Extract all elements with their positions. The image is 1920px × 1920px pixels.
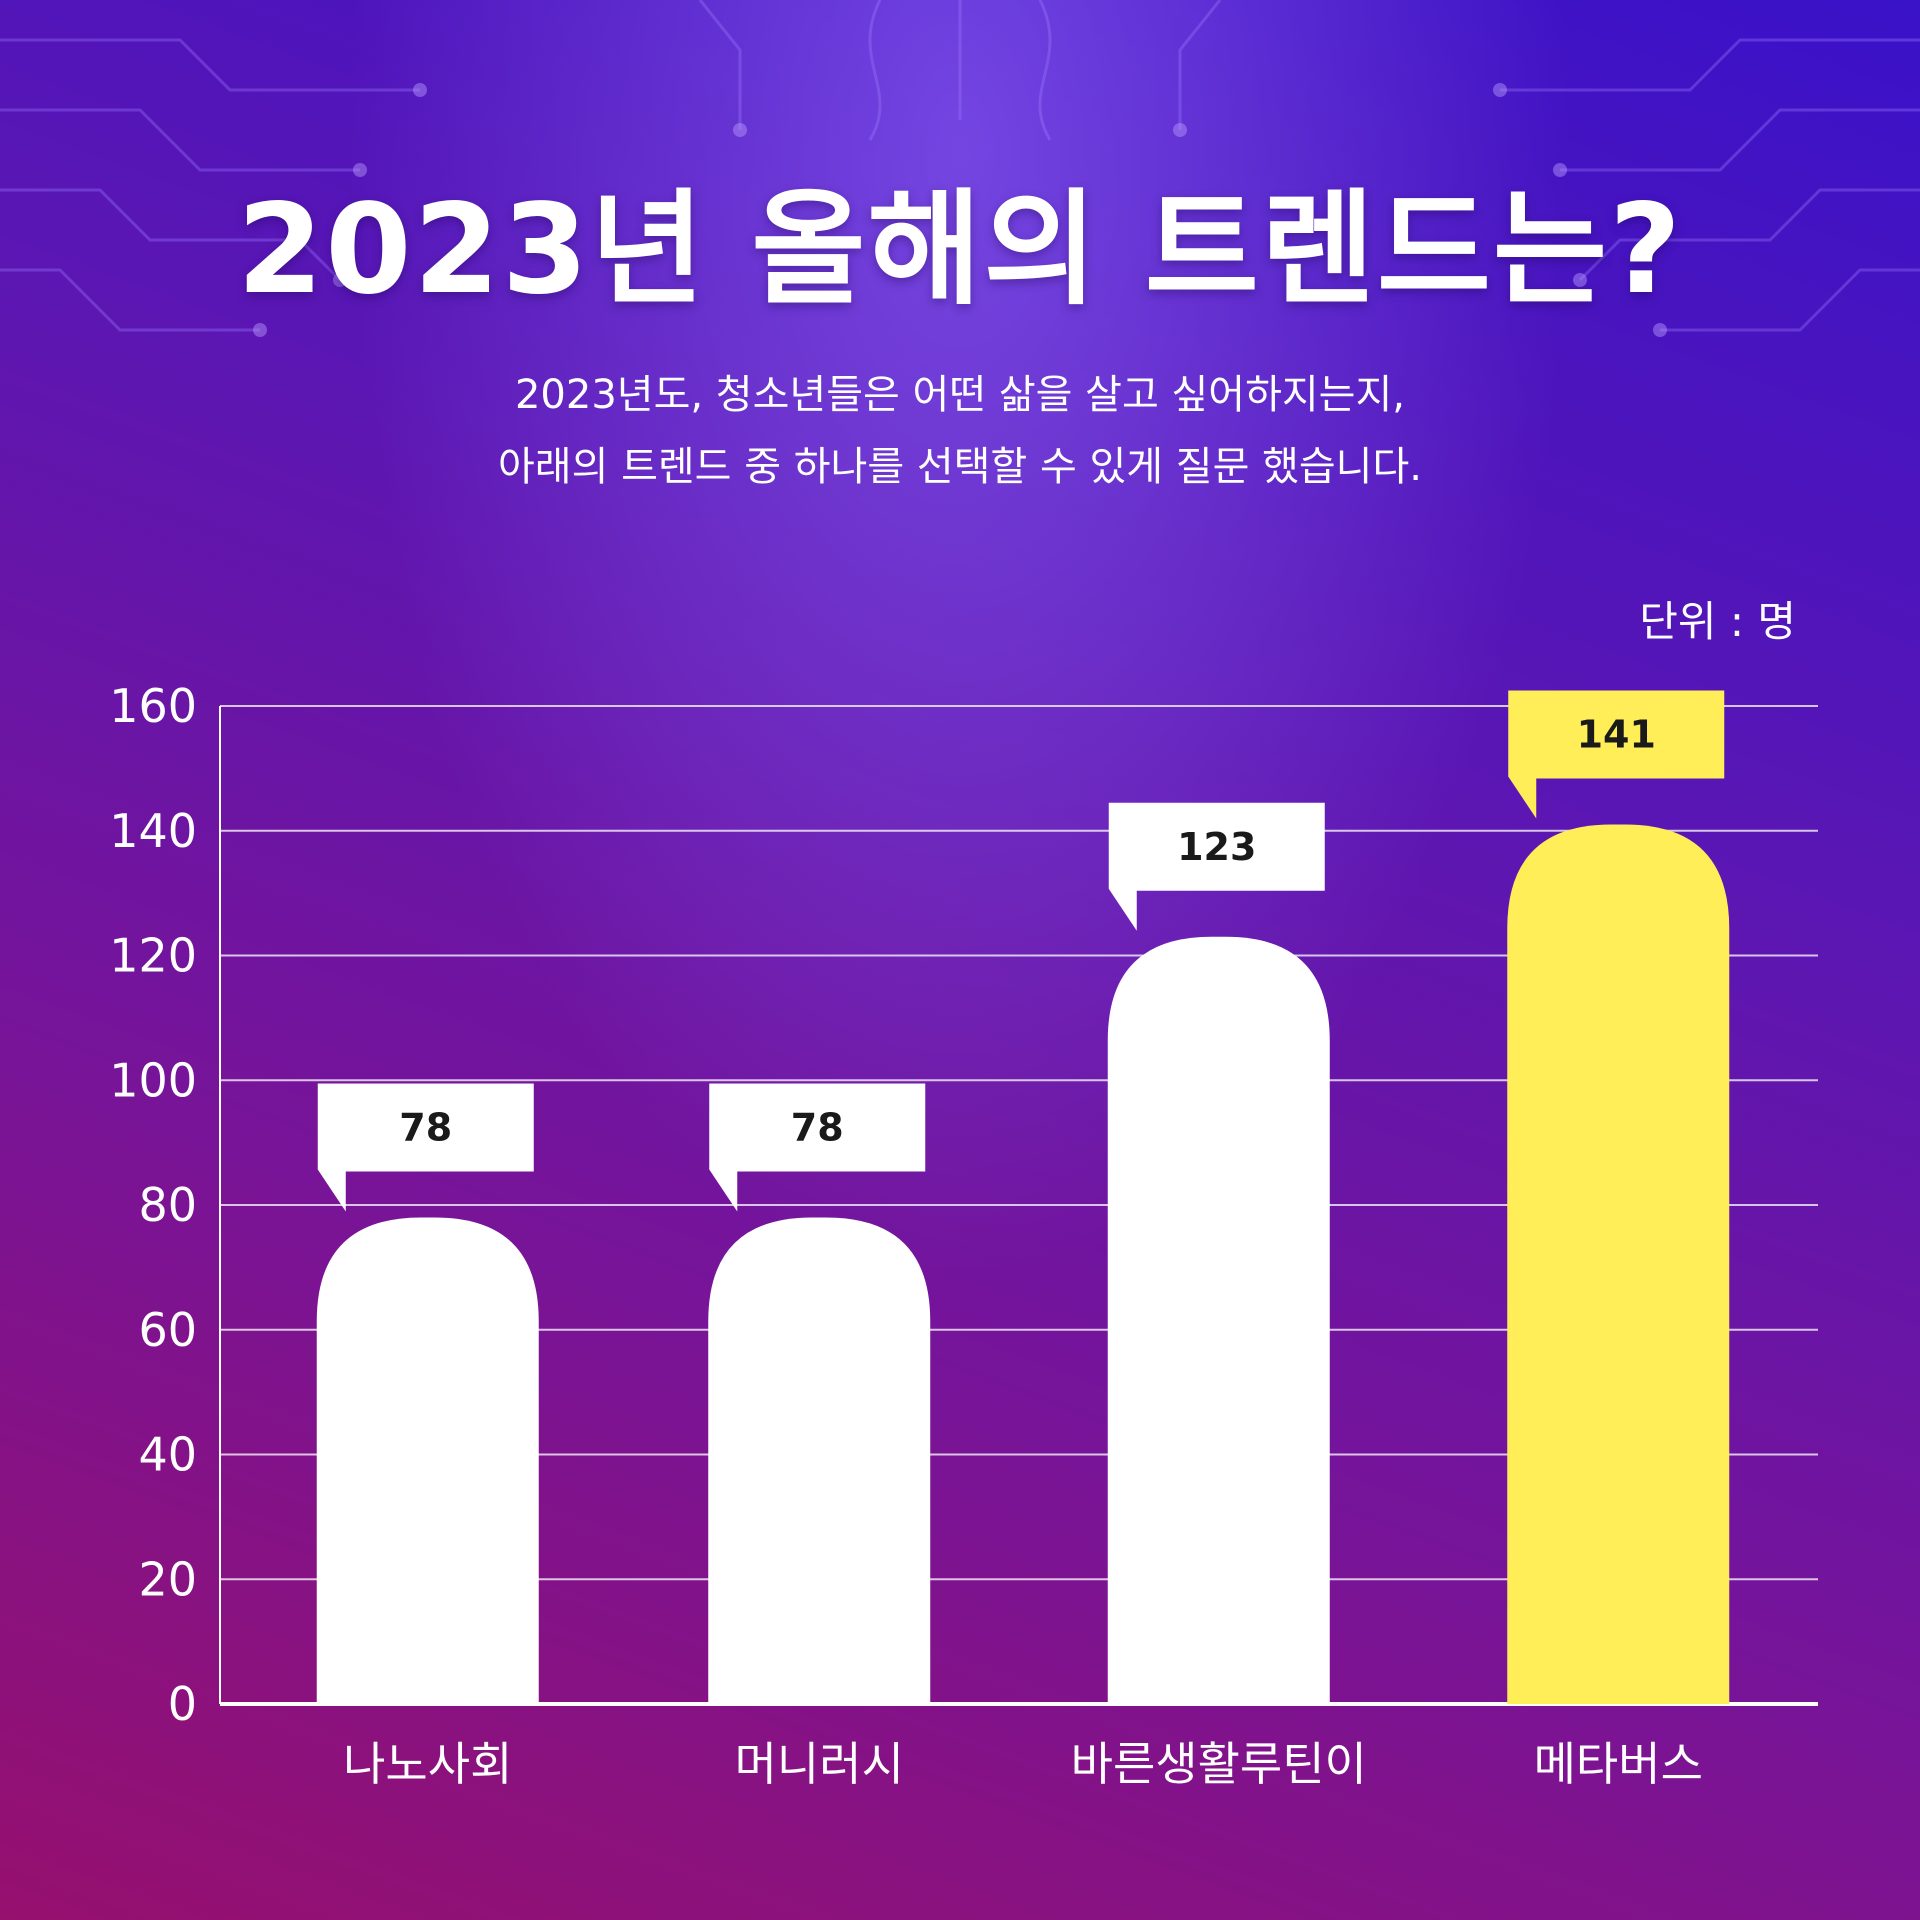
y-tick-label: 160: [109, 679, 197, 733]
y-tick-label: 80: [138, 1178, 197, 1232]
y-axis-ticks: 0 20 40 60 80 100 120 140 160: [109, 679, 197, 1731]
x-category-label: 나노사회: [343, 1737, 512, 1791]
x-category-label: 머니러시: [735, 1737, 904, 1791]
y-tick-label: 0: [168, 1677, 197, 1731]
unit-label: 단위 : 명: [1639, 597, 1796, 646]
value-bubble: [317, 1083, 534, 1212]
bar-0: [316, 1217, 539, 1704]
y-tick-label: 60: [138, 1303, 197, 1357]
bar-3: [1507, 824, 1730, 1704]
page-title: 2023년 올해의 트렌드는?: [236, 178, 1684, 322]
value-bubble: [1108, 802, 1325, 931]
bar-layer: [316, 824, 1730, 1704]
y-tick-label: 20: [138, 1552, 197, 1606]
value-bubble: [1508, 690, 1725, 819]
value-label: 123: [1177, 825, 1256, 869]
value-label-layer: 78 78 123 141: [317, 690, 1725, 1212]
bar-2: [1107, 936, 1330, 1704]
y-tick-label: 40: [138, 1428, 197, 1482]
value-label: 78: [791, 1105, 844, 1149]
y-tick-label: 120: [109, 929, 197, 983]
x-category-label: 메타버스: [1534, 1737, 1703, 1791]
x-axis-categories: 나노사회 머니러시 바른생활루틴이 메타버스: [343, 1737, 1703, 1791]
subtitle-line-2: 아래의 트렌드 중 하나를 선택할 수 있게 질문 했습니다.: [497, 444, 1423, 490]
subtitle-line-1: 2023년도, 청소년들은 어떤 삶을 살고 싶어하지는지,: [514, 372, 1405, 418]
y-tick-label: 100: [109, 1053, 197, 1107]
value-label: 78: [399, 1105, 452, 1149]
value-bubble: [709, 1083, 926, 1212]
x-category-label: 바른생활루틴이: [1071, 1737, 1367, 1791]
bar-1: [708, 1217, 931, 1704]
value-label: 141: [1577, 713, 1656, 757]
circuit-background: [0, 0, 1920, 337]
y-tick-label: 140: [109, 804, 197, 858]
